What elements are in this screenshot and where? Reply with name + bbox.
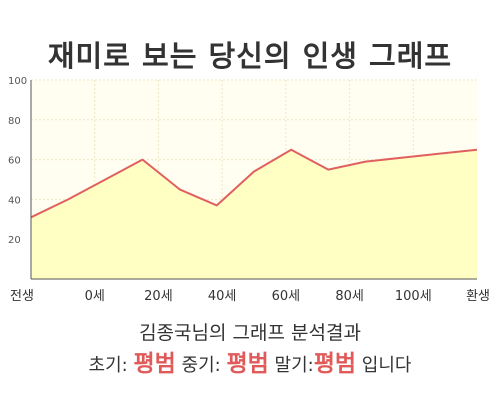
ending-text: 입니다 (361, 355, 412, 376)
life-graph-chart: 100 80 60 40 20 전생 0세 20세 40세 60세 80세 100세 환생 (8, 76, 490, 304)
middle-label: 중기: (181, 355, 221, 376)
y-tick-label: 80 (8, 116, 21, 127)
y-tick-label: 60 (8, 156, 21, 167)
x-tick-label: 60세 (272, 289, 301, 304)
life-line (30, 148, 478, 219)
x-tick-label: 20세 (144, 289, 173, 304)
middle-value: 평범 (226, 351, 269, 377)
late-value: 평범 (313, 351, 357, 377)
result-line: 초기: 평범 중기: 평범 말기:평범 입니다 (0, 344, 500, 378)
life-area-fill (31, 149, 477, 279)
x-tick-label: 100세 (395, 289, 432, 304)
early-label: 초기: (88, 355, 128, 376)
x-tick-label: 전생 (10, 289, 34, 304)
y-tick-label: 100 (8, 76, 27, 87)
early-value: 평범 (133, 351, 176, 377)
late-label: 말기: (274, 355, 314, 376)
x-tick-label: 0세 (85, 289, 105, 304)
x-tick-label: 40세 (208, 289, 237, 304)
y-tick-label: 40 (8, 195, 21, 206)
x-tick-label: 80세 (335, 289, 364, 304)
result-subtitle: 김종국님의 그래프 분석결과 (139, 322, 361, 344)
chart-title: 재미로 보는 당신의 인생 그래프 (47, 39, 453, 73)
x-tick-label: 환생 (466, 289, 490, 304)
y-tick-label: 20 (8, 235, 21, 246)
